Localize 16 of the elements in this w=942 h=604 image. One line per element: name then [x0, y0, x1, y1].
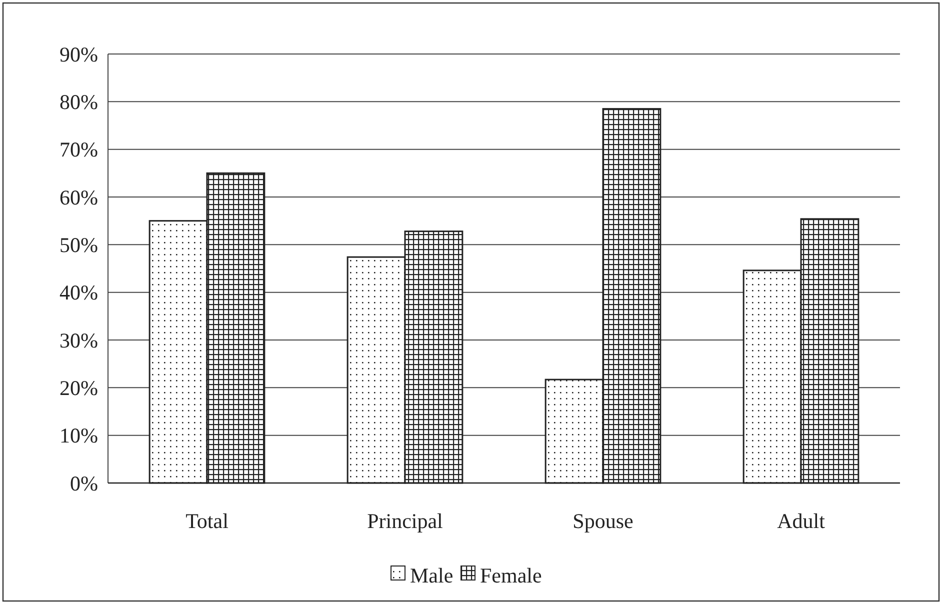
y-tick-label: 10%: [60, 424, 98, 448]
x-tick-label: Total: [186, 509, 229, 533]
y-tick-label: 20%: [60, 376, 98, 400]
y-tick-label: 40%: [60, 280, 98, 305]
legend-label: Female: [480, 563, 542, 588]
y-tick-label: 30%: [60, 328, 98, 352]
y-tick-label: 60%: [60, 185, 98, 210]
y-tick-label: 0%: [70, 471, 98, 496]
y-tick-label: 50%: [60, 233, 98, 258]
y-tick-label: 80%: [60, 90, 98, 114]
y-tick-label: 90%: [60, 42, 98, 66]
legend-label: Male: [410, 563, 454, 588]
x-tick-label: Spouse: [572, 509, 634, 533]
x-tick-label: Adult: [777, 509, 826, 533]
x-tick-label: Principal: [367, 509, 444, 533]
y-tick-label: 70%: [60, 138, 98, 162]
